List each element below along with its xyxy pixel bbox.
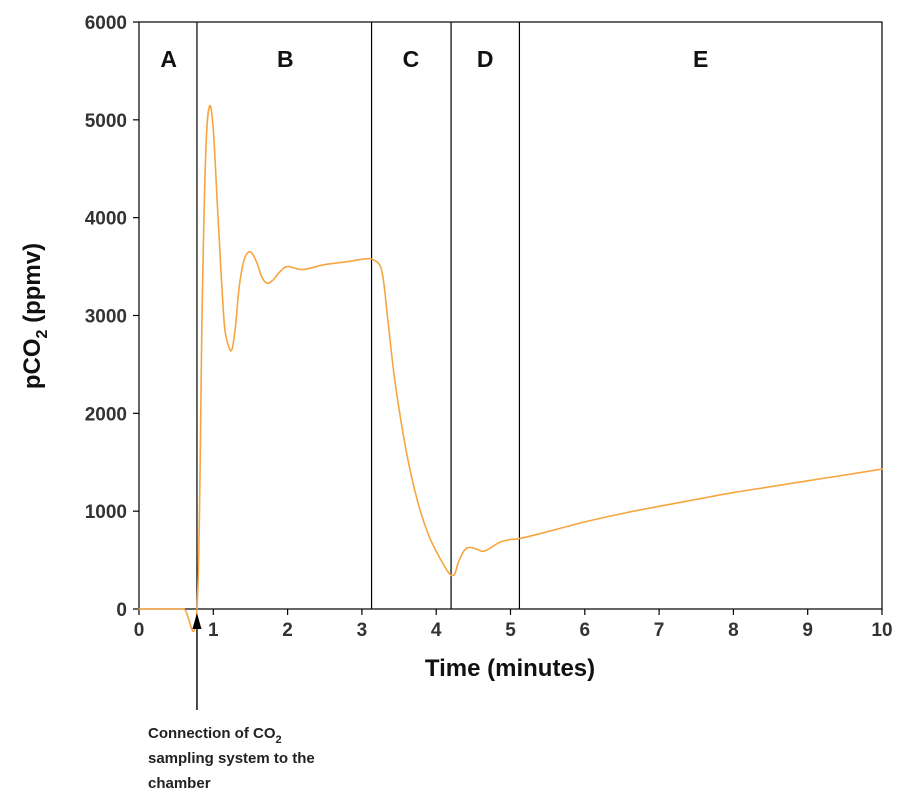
series-line-pco2 — [138, 104, 883, 633]
x-tick-label: 9 — [802, 620, 813, 641]
y-axis-title-main: pCO — [19, 338, 46, 389]
y-tick-label: 6000 — [85, 13, 127, 34]
annotation-line-1: Connection of CO2 — [148, 725, 282, 746]
annotation-subscript: 2 — [276, 734, 282, 746]
x-tick-label: 3 — [357, 620, 368, 641]
y-tick-label: 3000 — [85, 307, 127, 328]
region-label-a: A — [160, 46, 177, 72]
x-tick-label: 10 — [871, 620, 892, 641]
region-label-e: E — [693, 46, 708, 72]
annotation-line-3: chamber — [148, 775, 211, 792]
region-label-c: C — [403, 46, 420, 72]
region-label-d: D — [477, 46, 494, 72]
y-tick-label: 1000 — [85, 502, 127, 523]
x-tick-label: 4 — [431, 620, 442, 641]
y-tick-label: 0 — [116, 600, 127, 621]
y-axis-title-unit: (ppmv) — [19, 243, 46, 330]
x-tick-label: 0 — [134, 620, 145, 641]
region-labels: A B C D E — [160, 46, 708, 72]
plot-frame — [138, 21, 883, 610]
x-tick-label: 2 — [282, 620, 293, 641]
x-tick-label: 8 — [728, 620, 739, 641]
region-boundaries — [196, 22, 521, 609]
annotation-arrow-head — [192, 613, 202, 629]
x-tick-label: 1 — [208, 620, 219, 641]
x-tick-label: 6 — [580, 620, 591, 641]
annotation-text: Connection of CO — [148, 725, 276, 742]
annotation-line-2: sampling system to the — [148, 750, 315, 767]
y-axis-title: pCO2 (ppmv) — [19, 243, 51, 389]
annotation-text: sampling system to the — [148, 750, 315, 767]
y-axis: 0 1000 2000 3000 4000 5000 6000 — [85, 13, 139, 621]
y-axis-title-subscript: 2 — [34, 329, 51, 338]
y-tick-label: 5000 — [85, 111, 127, 132]
x-tick-label: 7 — [654, 620, 665, 641]
x-axis-title: Time (minutes) — [425, 655, 595, 682]
x-tick-label: 5 — [505, 620, 516, 641]
y-tick-label: 2000 — [85, 404, 127, 425]
y-tick-label: 4000 — [85, 209, 127, 230]
annotation-text: chamber — [148, 775, 211, 792]
region-label-b: B — [277, 46, 294, 72]
x-axis: 0 1 2 3 4 5 6 7 8 9 10 — [134, 609, 893, 641]
